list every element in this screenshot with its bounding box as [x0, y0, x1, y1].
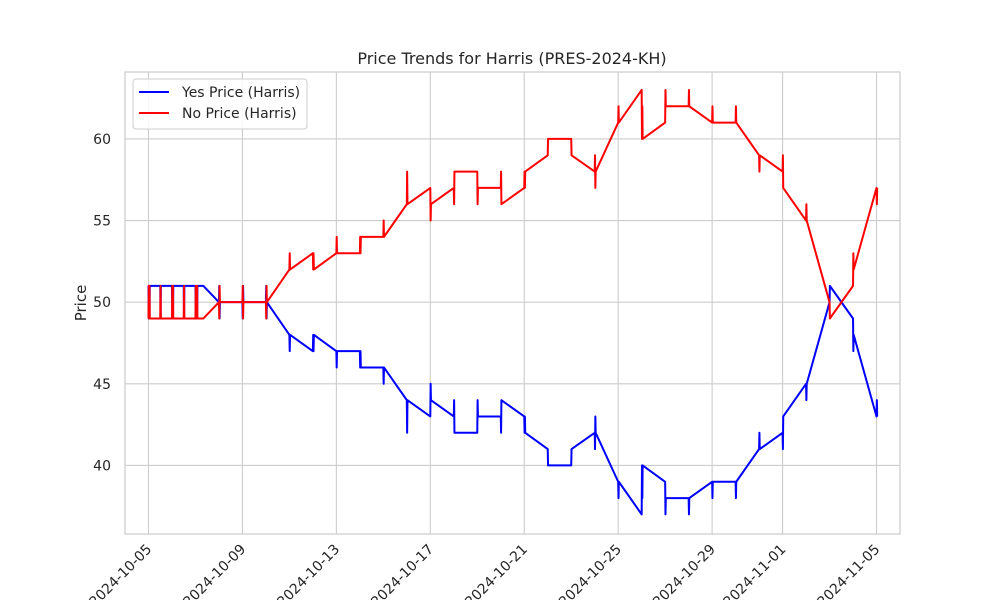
plot-frame — [124, 71, 901, 535]
series-lines — [147, 88, 879, 516]
series-line-no-price-harris — [147, 88, 879, 320]
legend-label-yes-price-harris: Yes Price (Harris) — [181, 85, 300, 101]
y-tick-label: 55 — [93, 214, 111, 230]
y-axis-label: Price — [72, 285, 90, 322]
y-tick-label: 45 — [93, 377, 111, 393]
chart-title: Price Trends for Harris (PRES-2024-KH) — [357, 49, 666, 68]
y-tick-label: 50 — [93, 295, 111, 311]
legend-box — [132, 78, 308, 130]
legend-label-no-price-harris: No Price (Harris) — [182, 106, 297, 122]
legend: Yes Price (Harris) No Price (Harris) — [132, 78, 308, 130]
legend-entries: Yes Price (Harris) No Price (Harris) — [139, 85, 300, 122]
y-tick-label: 60 — [93, 132, 111, 148]
y-tick-labels: 40 45 50 55 60 — [93, 132, 111, 475]
y-tick-label: 40 — [93, 458, 111, 474]
